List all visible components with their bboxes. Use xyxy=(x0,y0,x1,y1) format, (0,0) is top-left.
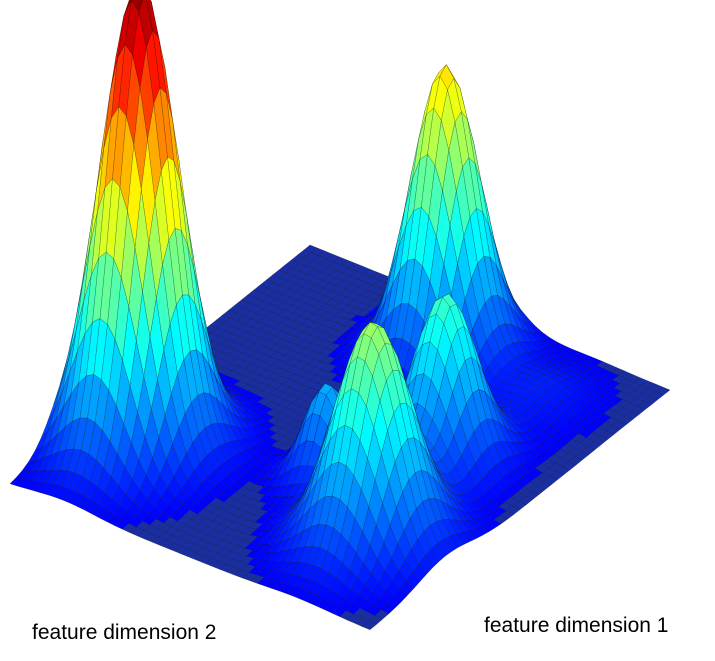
surface-mesh xyxy=(9,0,671,631)
axis-label-feature-dimension-1: feature dimension 1 xyxy=(484,614,669,637)
surface-facet xyxy=(362,621,377,631)
axis-label-feature-dimension-2: feature dimension 2 xyxy=(32,621,217,644)
